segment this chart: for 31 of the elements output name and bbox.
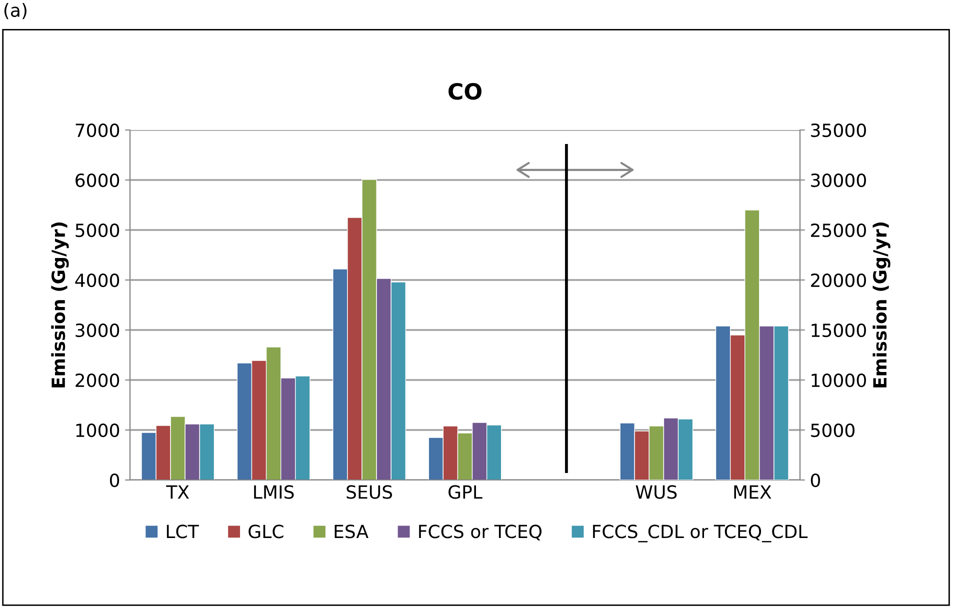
- y-tick-label: 3000: [76, 323, 120, 338]
- chart-title: CO: [448, 82, 482, 100]
- y-tick-label: 2000: [76, 373, 120, 388]
- text: (a): [4, 3, 26, 20]
- y-axis-title: Emission (Gg/yr): [51, 222, 69, 388]
- x-tick-label: TX: [166, 485, 189, 499]
- legend-label: LCT: [166, 524, 199, 538]
- y-tick-label: 4000: [75, 273, 120, 288]
- y2-tick-label: 20000: [811, 273, 866, 288]
- legend-label: GLC: [248, 524, 284, 538]
- y2-tick-label: 25000: [811, 223, 866, 238]
- y-tick-label: 6000: [76, 173, 120, 188]
- y2-tick-label: 30000: [811, 173, 866, 188]
- legend-label: FCCS or TCEQ: [419, 524, 542, 540]
- y-tick-label: 0: [110, 473, 120, 488]
- legend-label: FCCS_CDL or TCEQ_CDL: [593, 524, 808, 542]
- y2-axis-title: Emission (Gg/yr): [872, 222, 890, 388]
- x-tick-label: WUS: [636, 485, 677, 499]
- x-tick-label: SEUS: [346, 485, 392, 499]
- y2-tick-label: 15000: [812, 323, 866, 338]
- legend-label: ESA: [334, 524, 368, 538]
- y2-tick-label: 0: [810, 473, 820, 488]
- y2-tick-label: 35000: [811, 123, 866, 138]
- x-tick-label: MEX: [734, 485, 772, 499]
- x-tick-label: GPL: [448, 485, 482, 499]
- y-tick-label: 7000: [76, 123, 120, 138]
- y2-tick-label: 10000: [812, 373, 866, 388]
- y2-tick-label: 5000: [811, 423, 854, 438]
- y-tick-label: 5000: [76, 223, 120, 238]
- y-tick-label: 1000: [76, 423, 120, 438]
- x-tick-label: LMIS: [254, 485, 294, 499]
